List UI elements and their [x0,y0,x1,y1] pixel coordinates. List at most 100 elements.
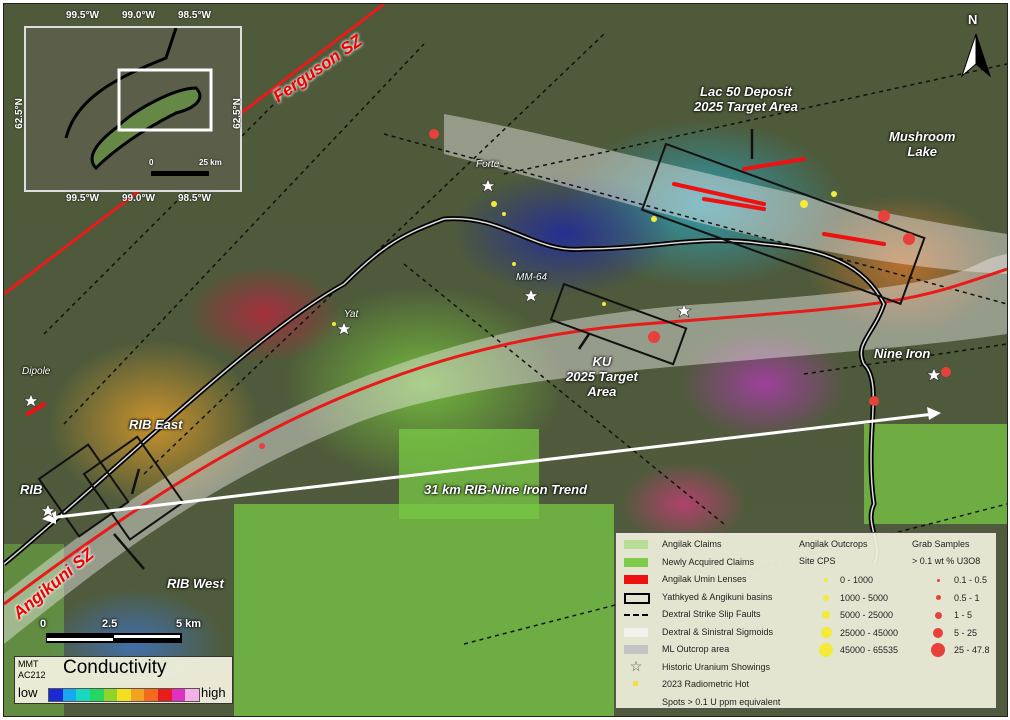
inset-lat-label: 62.5°N [13,98,25,129]
rib-label: RIB [20,482,43,497]
rib-east-label: RIB East [129,417,183,432]
ramp-segment [117,689,131,701]
legend-swatch [624,627,648,637]
ramp-segment [62,689,77,701]
legend-swatch [624,575,648,584]
legend-label: Angilak Claims [662,539,722,549]
map-overlay [4,4,1007,645]
survey-label: AC212 [18,670,46,680]
legend-label: Angilak Umin Lenses [662,574,747,584]
legend-label: Dextral & Sinistral Sigmoids [662,626,774,637]
claims-area [864,424,1007,524]
ramp-segment [103,689,118,701]
inset-scale-end: 25 km [199,158,222,167]
inset-map: 99.5°W 99.0°W 98.5°W 99.5°W 99.0°W 98.5°… [14,10,243,204]
rib-target-box [37,443,130,538]
mushroom-lake-label: Mushroom Lake [889,129,956,159]
mm64-label: MM-64 [516,272,548,283]
ramp-segment [144,689,159,701]
legend-swatch [624,557,648,567]
claims-area [234,504,614,716]
outcrop-size-icon [819,643,833,657]
scale-tick: 2.5 [102,618,118,630]
legend-label: Yathkyed & Angikuni basins [662,591,773,602]
outcrop-range: 1000 - 5000 [840,592,889,603]
inset-lon-label: 99.5°W [66,10,99,21]
outcrops-title: Angilak Outcrops [799,539,868,549]
inset-lon-label: 99.0°W [122,10,155,21]
trend-label: 31 km RIB-Nine Iron Trend [424,482,588,497]
legend-label: Historic Uranium Showings [662,661,771,672]
scale-tick: 5 km [176,618,202,630]
grab-samples [259,129,951,449]
grab-subtitle: > 0.1 wt % U3O8 [912,556,981,566]
outcrop-range: 0 - 1000 [840,575,874,585]
ramp-segment [49,689,63,701]
grab-size-icon [936,578,940,582]
historic-showing-icons [23,178,942,518]
outcrop-range: 25000 - 45000 [840,627,899,638]
forte-label: Forte [476,159,500,170]
survey-label: MMT [18,659,39,669]
rib-west-label: RIB West [167,576,224,591]
legend-swatch [624,645,648,654]
grab-range: 25 - 47.8 [954,645,990,655]
inset-extent-box [117,68,213,132]
legend-label: 2023 Radiometric Hot [662,679,750,689]
legend-label: Newly Acquired Claims [662,556,755,567]
north-arrow-icon [960,33,992,78]
umin-lenses [26,157,886,416]
sigmoid-band [4,254,1007,644]
legend-label: Spots > 0.1 U ppm equivalent [662,696,781,707]
lac50-label: Lac 50 Deposit 2025 Target Area [694,84,798,114]
rib-east-target-box [82,435,185,541]
conductivity-legend: MMT AC212 Conductivity low high [14,656,233,704]
legend-label: Dextral Strike Slip Faults [662,609,761,619]
inset-lon-label: 98.5°W [178,193,211,204]
conductivity-title: Conductivity [63,657,167,678]
dipole-label: Dipole [22,366,51,377]
grab-size-icon [935,595,941,600]
inset-lon-label: 98.5°W [178,10,211,21]
grab-range: 5 - 25 [954,627,978,638]
grab-range: 0.1 - 0.5 [954,575,988,585]
legend-swatch [624,540,648,549]
ramp-segment [89,689,104,701]
grab-range: 0.5 - 1 [954,592,980,603]
scale-bar [46,633,182,643]
ramp-segment [171,689,186,701]
legend-label: ML Outcrop area [662,644,730,654]
outcrop-range: 45000 - 65535 [840,645,899,655]
star-icon: ☆ [629,657,643,674]
grab-size-icon [933,627,943,638]
ku-label: KU 2025 Target Area [566,354,638,399]
conductivity-color-ramp [48,688,200,702]
outcrop-size-icon [823,594,829,601]
map[interactable]: N Ferguson SZ Angikuni SZ Lac 50 Deposit… [3,3,1008,717]
grab-title: Grab Samples [912,539,970,549]
grab-size-icon [934,611,942,619]
ku-target-box [549,282,688,366]
angikuni-shear-zone [4,267,1007,606]
ramp-segment [185,689,200,701]
ramp-segment [158,689,172,701]
inset-scale-start: 0 [149,158,154,167]
conductivity-low: low [18,685,38,700]
outcrop-samples [332,191,837,326]
outcrop-range: 5000 - 25000 [840,610,894,620]
map-legend: Angilak Claims Newly Acquired Claims Angil… [615,532,997,709]
outcrop-size-icon [820,627,832,638]
outcrop-size-icon [824,578,828,582]
grab-size-icon [931,643,945,657]
conductivity-high: high [201,685,226,700]
fault-swatch [624,614,648,616]
yat-label: Yat [344,309,359,320]
north-label: N [968,12,978,27]
ramp-segment [130,689,145,701]
ramp-segment [76,689,90,701]
radiometric-swatch [633,681,638,686]
inset-lon-label: 99.0°W [122,193,155,204]
trend-arrow [48,412,935,520]
lac50-target-box [640,142,926,306]
nine-iron-label: Nine Iron [874,346,931,361]
